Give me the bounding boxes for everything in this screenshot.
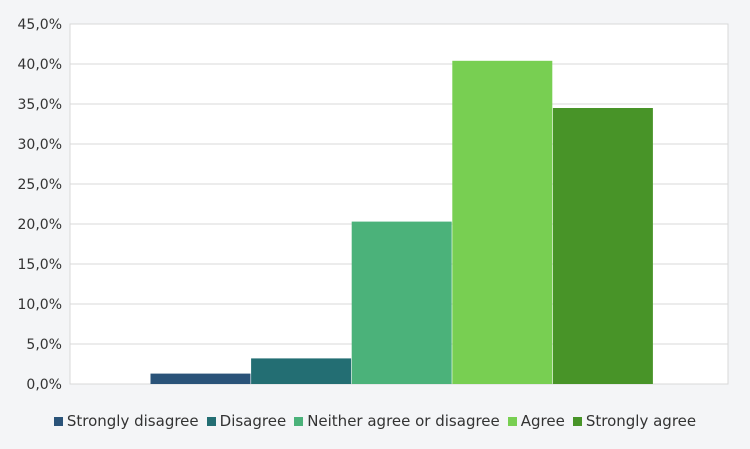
y-tick-label: 40,0%	[18, 57, 62, 73]
y-tick-label: 15,0%	[18, 257, 62, 273]
legend-label: Strongly disagree	[66, 412, 199, 430]
legend-item: Agree	[507, 412, 565, 430]
legend-label: Agree	[520, 412, 565, 430]
y-tick-label: 45,0%	[18, 17, 62, 33]
y-tick-label: 5,0%	[26, 337, 62, 353]
y-tick-label: 30,0%	[18, 137, 62, 153]
legend-swatch	[507, 416, 517, 426]
legend-swatch	[294, 416, 304, 426]
bar-strongly-disagree	[150, 373, 251, 384]
bar-neither-agree-or-disagree	[351, 221, 452, 384]
legend-label: Neither agree or disagree	[307, 412, 500, 430]
legend-label: Strongly agree	[585, 412, 697, 430]
y-tick-label: 20,0%	[18, 217, 62, 233]
bars	[150, 60, 653, 385]
legend-item: Strongly agree	[572, 412, 697, 430]
legend-swatch	[53, 416, 63, 426]
legend-item: Disagree	[206, 412, 287, 430]
y-axis: 0,0% 5,0% 10,0% 15,0% 20,0% 25,0% 30,0% 35,0% 40…	[18, 17, 62, 393]
legend-label: Disagree	[219, 412, 287, 430]
bar-disagree	[251, 358, 352, 384]
legend-swatch	[572, 416, 582, 426]
y-tick-label: 10,0%	[18, 297, 62, 313]
legend: Strongly disagree Disagree Neither agree o…	[0, 412, 750, 430]
legend-item: Strongly disagree	[53, 412, 199, 430]
y-tick-label: 0,0%	[26, 377, 62, 393]
legend-item: Neither agree or disagree	[294, 412, 500, 430]
bar-strongly-agree	[552, 108, 653, 384]
bar-chart: 0,0% 5,0% 10,0% 15,0% 20,0% 25,0% 30,0% 35,0% 40…	[18, 17, 729, 393]
legend-swatch	[206, 416, 216, 426]
y-tick-label: 35,0%	[18, 97, 62, 113]
bar-agree	[452, 60, 553, 385]
y-tick-label: 25,0%	[18, 177, 62, 193]
